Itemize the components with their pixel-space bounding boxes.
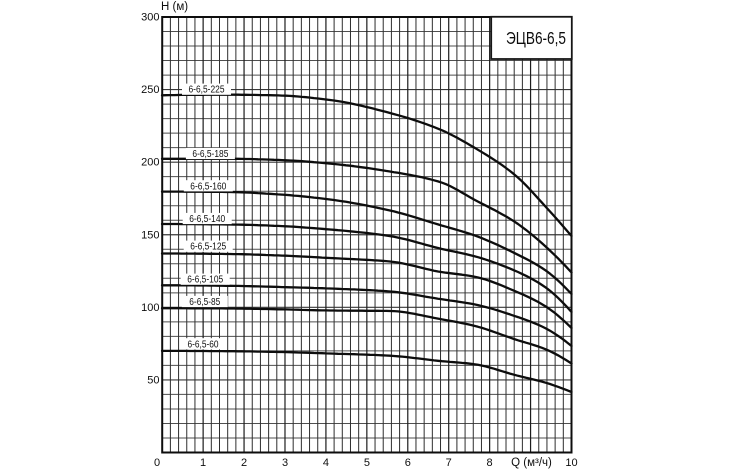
svg-text:300: 300 — [141, 12, 159, 24]
svg-text:2: 2 — [241, 457, 247, 469]
svg-text:6-6,5-105: 6-6,5-105 — [187, 275, 223, 286]
svg-text:6: 6 — [405, 457, 411, 469]
svg-text:6-6,5-185: 6-6,5-185 — [192, 149, 228, 160]
svg-text:ЭЦВ6-6,5: ЭЦВ6-6,5 — [506, 28, 566, 48]
svg-text:6-6,5-125: 6-6,5-125 — [190, 242, 226, 253]
svg-text:6-6,5-85: 6-6,5-85 — [189, 297, 220, 308]
svg-text:Q (м³/ч): Q (м³/ч) — [511, 457, 552, 469]
svg-text:7: 7 — [446, 457, 452, 469]
svg-text:6-6,5-140: 6-6,5-140 — [189, 214, 225, 225]
svg-text:50: 50 — [147, 375, 159, 387]
svg-text:6-6,5-225: 6-6,5-225 — [189, 85, 225, 96]
svg-text:H (м): H (м) — [161, 1, 188, 13]
svg-text:100: 100 — [141, 302, 159, 314]
svg-text:1: 1 — [200, 457, 206, 469]
svg-text:200: 200 — [141, 157, 159, 169]
svg-text:150: 150 — [141, 229, 159, 241]
svg-text:0: 0 — [154, 457, 160, 469]
svg-text:6-6,5-160: 6-6,5-160 — [190, 181, 226, 192]
svg-text:6-6,5-60: 6-6,5-60 — [188, 339, 219, 350]
svg-text:10: 10 — [565, 457, 577, 469]
svg-text:3: 3 — [282, 457, 288, 469]
svg-text:5: 5 — [364, 457, 370, 469]
svg-text:250: 250 — [141, 84, 159, 96]
svg-text:8: 8 — [487, 457, 493, 469]
svg-text:4: 4 — [323, 457, 329, 469]
